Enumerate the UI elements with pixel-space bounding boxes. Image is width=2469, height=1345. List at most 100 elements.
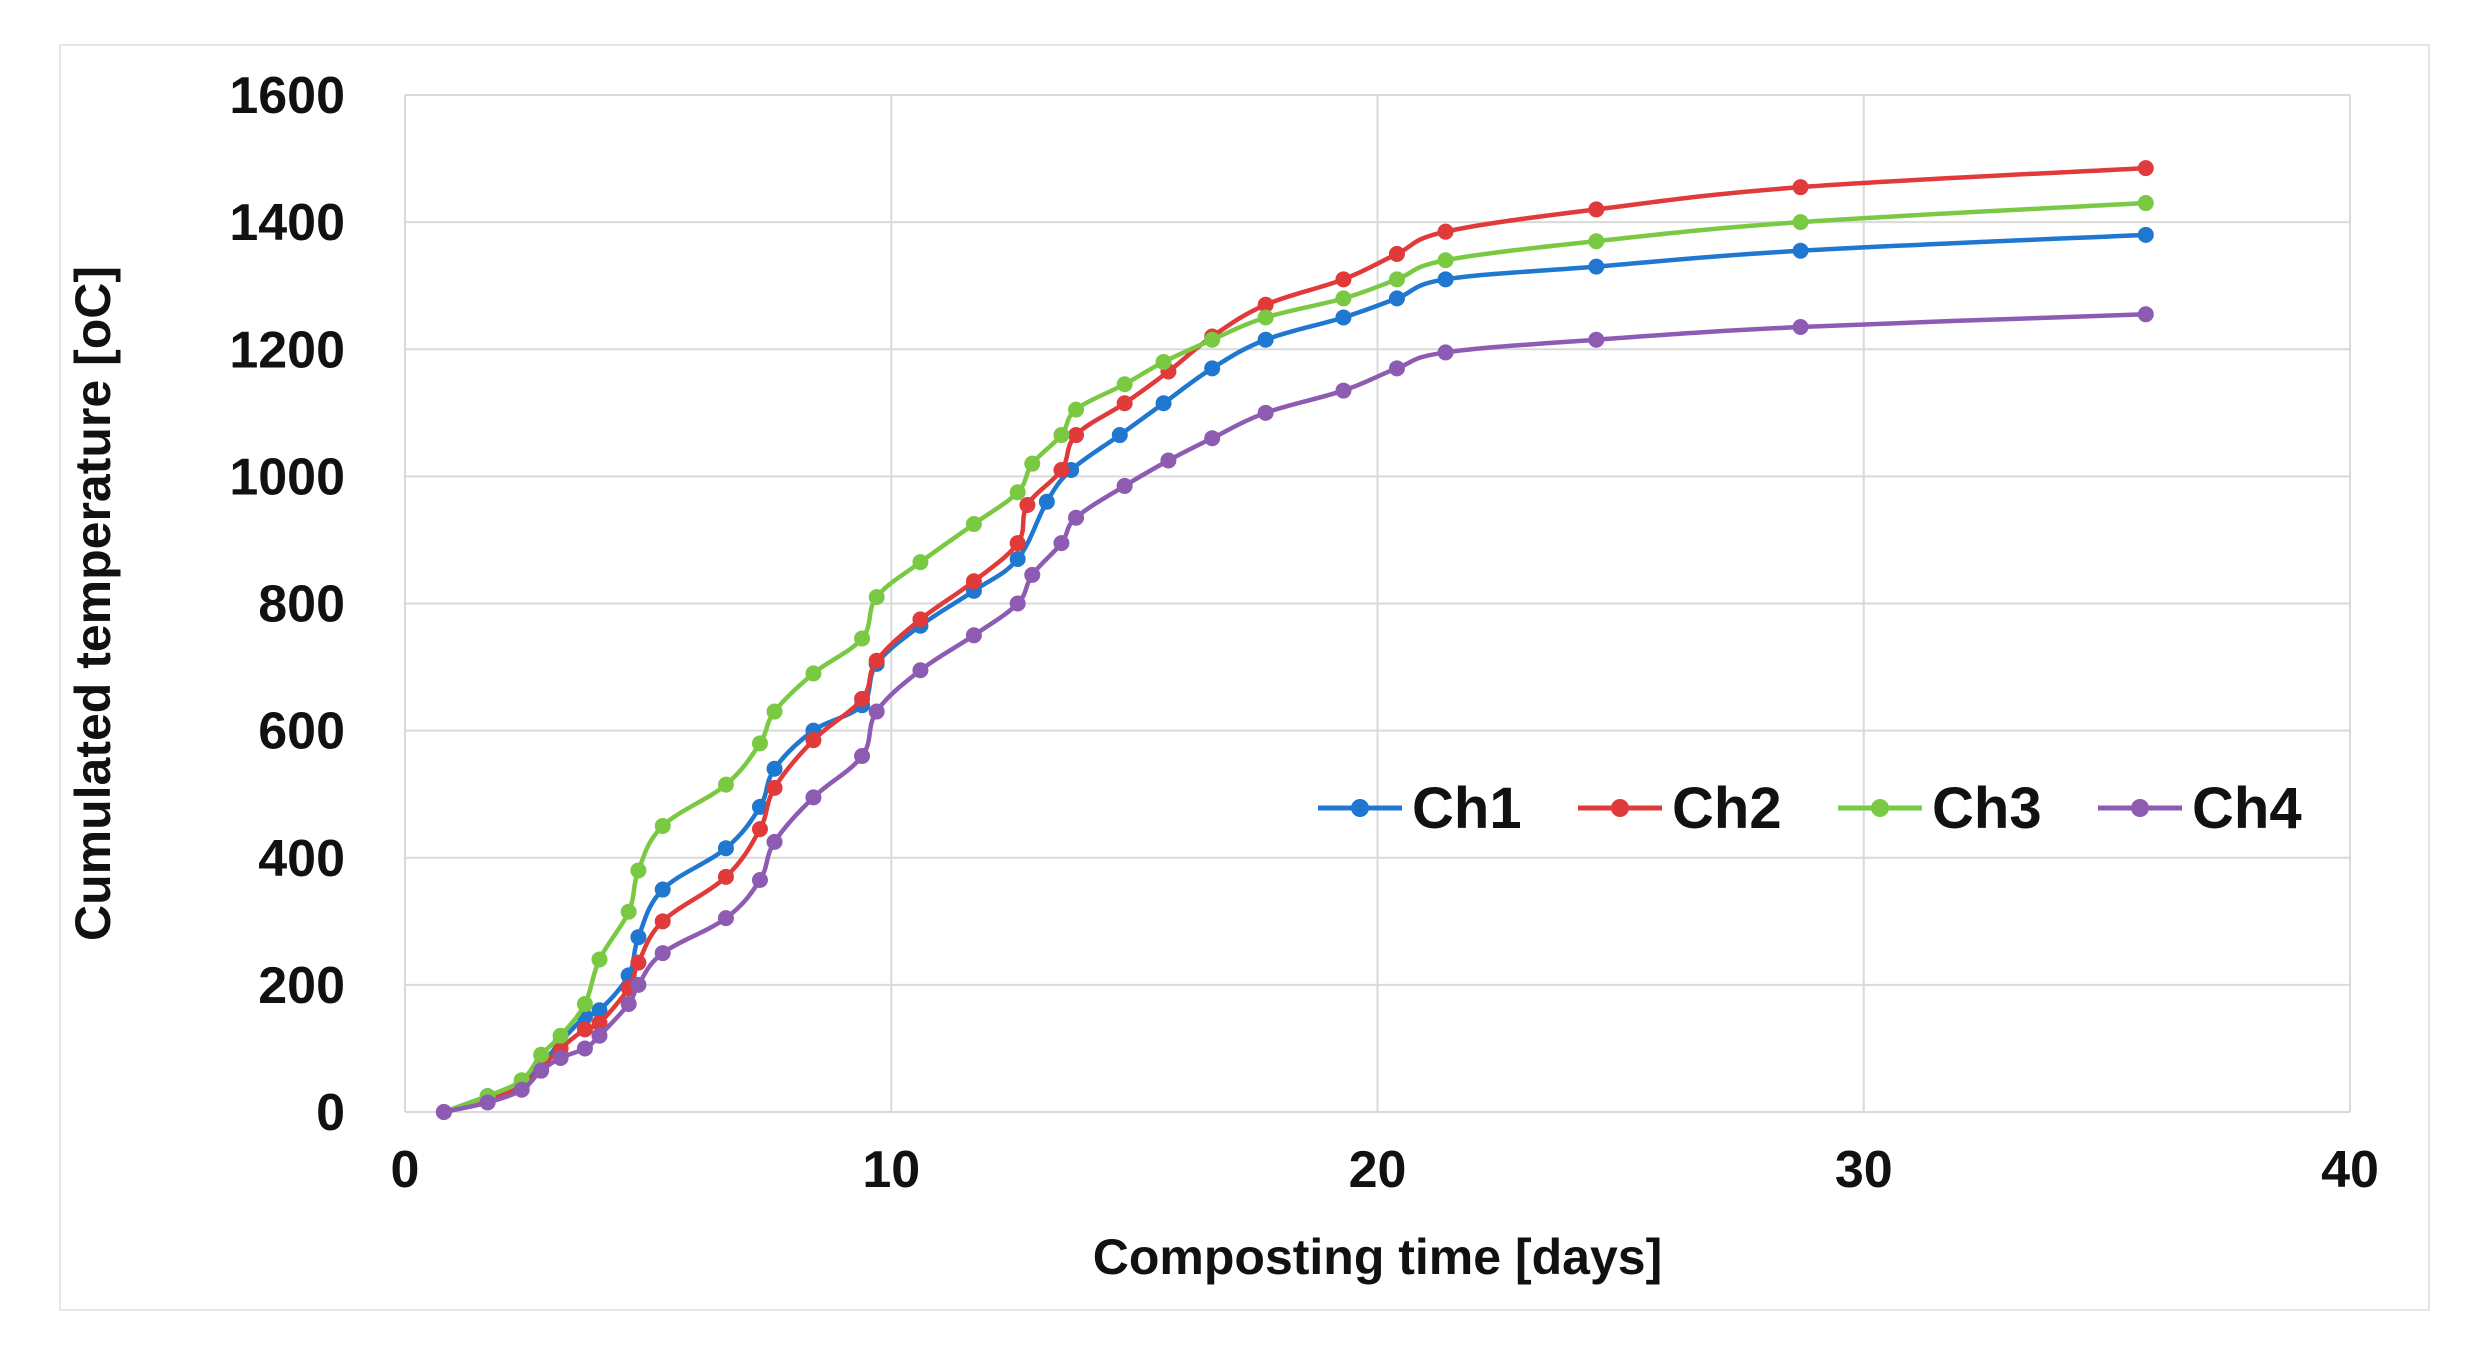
data-point-ch4-27: [1388, 360, 1405, 377]
data-point-ch4-5: [576, 1040, 593, 1057]
data-point-ch4-20: [1053, 535, 1070, 552]
data-point-ch3-27: [1388, 271, 1405, 288]
legend-item-ch1: Ch1: [1318, 776, 1522, 841]
data-point-ch3-19: [1024, 455, 1041, 472]
data-point-ch2-15: [868, 652, 885, 669]
data-point-ch2-6: [591, 1015, 608, 1032]
data-point-ch2-8: [630, 954, 647, 971]
data-point-ch2-17: [965, 573, 982, 590]
data-point-ch4-15: [868, 703, 885, 720]
x-tick-label-0: 0: [391, 1141, 420, 1199]
data-point-ch4-30: [1792, 319, 1809, 336]
data-point-ch2-9: [654, 913, 671, 930]
data-point-ch3-21: [1068, 401, 1085, 418]
y-tick-labels: 0 200 400 600 800 1000 1200 1400 1600: [229, 67, 345, 1142]
data-point-ch1-26: [1388, 290, 1405, 307]
legend-marker-ch2: [1611, 799, 1629, 817]
data-point-ch2-29: [1588, 201, 1605, 218]
data-point-ch2-31: [2137, 160, 2154, 177]
data-point-ch3-23: [1155, 353, 1172, 370]
data-point-ch1-24: [1257, 331, 1274, 348]
data-point-ch3-20: [1053, 427, 1070, 444]
data-point-ch2-12: [766, 779, 783, 796]
data-point-ch2-27: [1388, 245, 1405, 262]
data-point-ch3-18: [1009, 484, 1026, 501]
series-line-ch3: [441, 200, 2149, 1115]
data-point-ch2-11: [751, 821, 768, 838]
data-point-ch4-10: [717, 910, 734, 927]
y-tick-label-1200: 1200: [229, 321, 345, 379]
data-point-ch4-3: [533, 1062, 550, 1079]
data-point-ch3-9: [654, 817, 671, 834]
legend-label-ch3: Ch3: [1932, 776, 2042, 841]
data-point-ch2-14: [854, 690, 871, 707]
data-point-ch3-15: [868, 589, 885, 606]
data-point-ch1-8: [630, 929, 647, 946]
data-point-ch1-12: [766, 760, 783, 777]
legend-marker-ch4: [2131, 799, 2149, 817]
data-point-ch3-29: [1588, 233, 1605, 250]
y-tick-label-1600: 1600: [229, 67, 345, 125]
legend-marker-ch1: [1351, 799, 1369, 817]
data-point-ch4-7: [620, 995, 637, 1012]
legend-marker-ch3: [1871, 799, 1889, 817]
data-point-ch4-18: [1009, 595, 1026, 612]
data-point-ch4-28: [1437, 344, 1454, 361]
data-point-ch2-21: [1068, 427, 1085, 444]
legend-item-ch3: Ch3: [1838, 776, 2042, 841]
series-ch4: [435, 306, 2154, 1120]
data-point-ch2-26: [1335, 271, 1352, 288]
data-point-ch1-11: [751, 798, 768, 815]
data-point-ch3-14: [854, 630, 871, 647]
data-point-ch3-22: [1116, 376, 1133, 393]
data-point-ch2-22: [1116, 395, 1133, 412]
data-point-ch4-22: [1116, 477, 1133, 494]
data-point-ch1-29: [1792, 242, 1809, 259]
data-point-ch1-28: [1588, 258, 1605, 275]
data-point-ch2-5: [576, 1021, 593, 1038]
data-point-ch1-18: [1009, 551, 1026, 568]
legend-label-ch2: Ch2: [1672, 776, 1782, 841]
data-point-ch3-8: [630, 862, 647, 879]
data-point-ch2-28: [1437, 223, 1454, 240]
x-tick-label-30: 30: [1835, 1141, 1893, 1199]
legend-label-ch4: Ch4: [2192, 776, 2302, 841]
data-point-ch4-29: [1588, 331, 1605, 348]
chart-frame: [59, 44, 2430, 1311]
data-point-ch2-10: [717, 868, 734, 885]
data-point-ch4-21: [1068, 509, 1085, 526]
y-tick-label-200: 200: [258, 957, 345, 1015]
data-point-ch4-0: [435, 1104, 452, 1120]
data-point-ch2-20: [1053, 462, 1070, 479]
data-point-ch3-31: [2137, 195, 2154, 212]
data-point-ch1-19: [1038, 493, 1055, 510]
y-axis-title: Cumulated temperature [oC]: [65, 266, 121, 941]
data-point-ch4-17: [965, 627, 982, 644]
legend: Ch1 Ch2 Ch3 Ch4: [1318, 776, 2302, 841]
data-point-ch3-26: [1335, 290, 1352, 307]
data-point-ch3-5: [576, 995, 593, 1012]
data-point-ch1-25: [1335, 309, 1352, 326]
y-tick-label-0: 0: [316, 1084, 345, 1142]
data-point-ch4-9: [654, 945, 671, 962]
data-point-ch3-6: [591, 951, 608, 968]
data-point-ch1-10: [717, 840, 734, 857]
data-point-ch4-2: [513, 1081, 530, 1098]
data-point-ch4-1: [479, 1094, 496, 1111]
data-point-ch3-7: [620, 903, 637, 920]
data-point-ch4-6: [591, 1027, 608, 1044]
y-tick-label-1000: 1000: [229, 448, 345, 506]
data-point-ch4-11: [751, 871, 768, 888]
y-tick-label-800: 800: [258, 576, 345, 634]
data-point-ch3-16: [912, 554, 929, 571]
data-point-ch3-10: [717, 776, 734, 793]
data-point-ch1-9: [654, 881, 671, 898]
series-ch3: [435, 195, 2154, 1120]
data-point-ch4-25: [1257, 404, 1274, 421]
data-point-ch1-30: [2137, 226, 2154, 243]
x-axis-title: Composting time [days]: [1093, 1229, 1662, 1285]
data-point-ch2-30: [1792, 179, 1809, 196]
data-point-ch1-22: [1155, 395, 1172, 412]
